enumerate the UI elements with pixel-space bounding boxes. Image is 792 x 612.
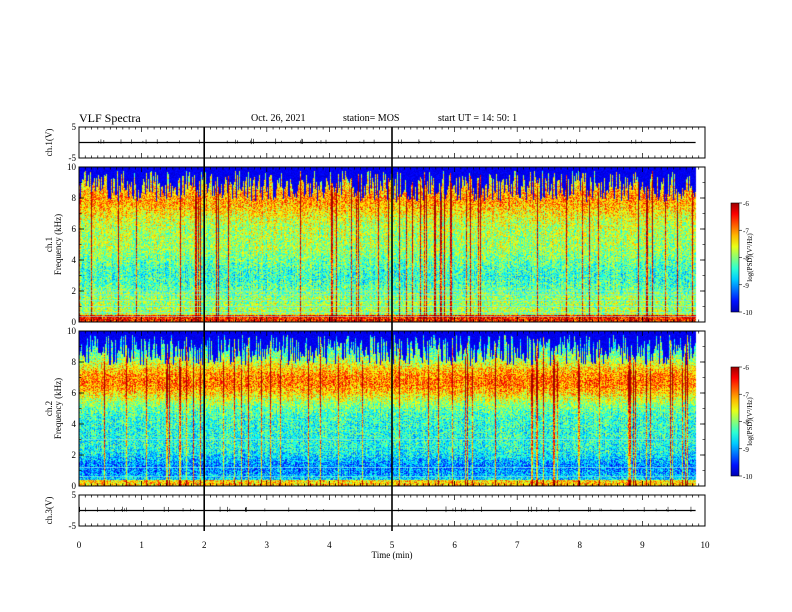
y-tick-label: 10 [67,326,77,336]
y-tick-label: -5 [69,153,77,163]
colorbar-tick-label: -7 [743,391,749,399]
start-time-label: start UT = 14: 50: 1 [438,113,518,124]
colorbar-tick-label: -9 [743,446,749,454]
y-tick-label: 8 [72,193,77,203]
x-tick-label: 6 [452,540,457,550]
y-tick-label: 0 [72,481,77,491]
x-tick-label: 2 [202,540,207,550]
y-tick-label: 2 [72,286,77,296]
y-tick-label: 4 [72,419,77,429]
y-axis-label: ch.1 [44,237,54,252]
x-tick-label: 1 [139,540,144,550]
x-tick-label: 5 [390,540,395,550]
date-label: Oct. 26, 2021 [251,113,306,124]
y-tick-label: 5 [72,122,77,132]
x-tick-label: 9 [640,540,645,550]
colorbar-tick-label: -10 [743,309,753,317]
colorbar-label: log(PSD)(V²/Hz) [746,233,754,282]
x-tick-label: 3 [265,540,270,550]
colorbar-label: log(PSD)(V²/Hz) [746,397,754,446]
figure-title: VLF Spectra [79,111,141,125]
colorbar [730,366,740,477]
y-tick-label: 10 [67,162,77,172]
colorbar-tick-label: -10 [743,473,753,481]
colorbar-tick-label: -6 [743,200,749,208]
x-tick-label: 4 [327,540,332,550]
y-tick-label: 6 [72,388,77,398]
y-axis-label: Frequency (kHz) [53,378,63,439]
x-tick-label: 8 [578,540,583,550]
x-tick-label: 10 [701,540,711,550]
x-axis-label: Time (min) [372,550,413,560]
y-tick-label: 0 [72,317,77,327]
station-label: station= MOS [343,113,400,124]
y-tick-label: 4 [72,255,77,265]
colorbar-tick-label: -9 [743,282,749,290]
colorbar [730,202,740,313]
y-axis-label: ch.2 [44,401,54,416]
y-axis-label: ch.1(V) [44,129,54,157]
x-tick-label: 7 [515,540,520,550]
y-tick-label: 6 [72,224,77,234]
y-axis-label: Frequency (kHz) [53,214,63,275]
colorbar-tick-label: -7 [743,227,749,235]
y-axis-label: ch.3(V) [44,497,54,525]
y-tick-label: -5 [69,521,77,531]
colorbar-tick-label: -8 [743,419,749,427]
colorbar-tick-label: -6 [743,364,749,372]
y-tick-label: 8 [72,357,77,367]
colorbar-tick-label: -8 [743,255,749,263]
y-tick-label: 5 [72,490,77,500]
y-tick-label: 2 [72,450,77,460]
x-tick-label: 0 [77,540,82,550]
